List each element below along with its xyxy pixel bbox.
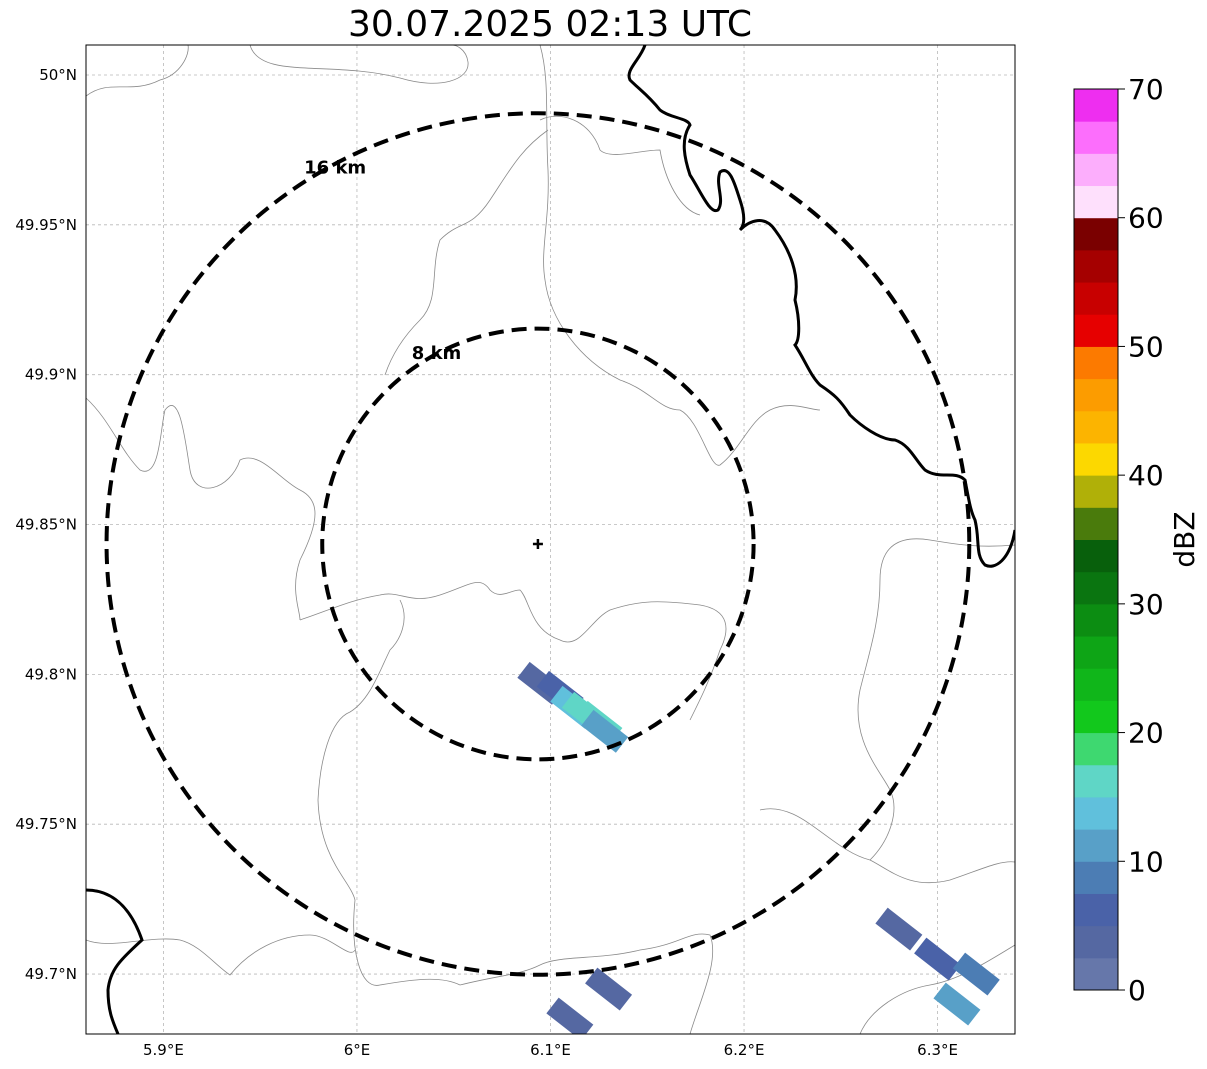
x-axis-labels: 5.9°E 6°E 6.1°E 6.2°E 6.3°E	[143, 1041, 958, 1059]
y-tick-label: 49.95°N	[15, 216, 77, 234]
colorbar-segment	[1074, 957, 1118, 991]
range-rings: 8 km 16 km	[104, 111, 972, 977]
colorbar-segment	[1074, 764, 1118, 798]
echo-cell	[952, 952, 1000, 996]
x-tick-label: 6.1°E	[530, 1041, 571, 1059]
gridlines	[86, 45, 1015, 1034]
colorbar-tick-label: 50	[1128, 330, 1164, 363]
echo-cell	[875, 907, 923, 951]
y-tick-label: 49.85°N	[15, 516, 77, 534]
range-ring-label: 16 km	[304, 158, 366, 179]
colorbar-segment	[1074, 603, 1118, 637]
map-frame	[85, 44, 1016, 1035]
colorbar-segment	[1074, 410, 1118, 444]
colorbar-segment	[1074, 185, 1118, 219]
colorbar-segment	[1074, 893, 1118, 927]
colorbar-tick-label: 60	[1128, 202, 1164, 235]
range-ring-label: 8 km	[412, 343, 462, 364]
colorbar-segment	[1074, 378, 1118, 412]
colorbar-segment	[1074, 571, 1118, 605]
y-tick-label: 50°N	[39, 66, 77, 84]
colorbar-segment	[1074, 346, 1118, 380]
colorbar-segment	[1074, 282, 1118, 315]
x-tick-label: 5.9°E	[143, 1041, 184, 1059]
base-map	[86, 45, 1015, 1034]
colorbar-segment	[1074, 121, 1118, 154]
x-tick-label: 6.3°E	[917, 1041, 958, 1059]
y-tick-label: 49.9°N	[25, 366, 77, 384]
echo-cell	[933, 982, 981, 1026]
colorbar-segment	[1074, 829, 1118, 862]
echo-cell	[546, 997, 594, 1034]
range-ring	[104, 111, 972, 977]
colorbar-segment	[1074, 89, 1118, 122]
colorbar-segment	[1074, 668, 1118, 701]
colorbar-segment	[1074, 861, 1118, 894]
y-tick-label: 49.75°N	[15, 815, 77, 833]
colorbar-segment	[1074, 314, 1118, 347]
colorbar-segment	[1074, 249, 1118, 283]
colorbar-label: dBZ	[1168, 511, 1201, 567]
echo-cell	[914, 937, 962, 981]
colorbar-segment	[1074, 732, 1118, 766]
colorbar-tick-label: 70	[1128, 73, 1164, 106]
precipitation-echoes	[517, 661, 1000, 1034]
colorbar-tick-label: 0	[1128, 974, 1146, 1007]
colorbar-segment	[1074, 475, 1118, 508]
colorbar-segment	[1074, 796, 1118, 830]
colorbar-tick-label: 40	[1128, 459, 1164, 492]
colorbar-frame	[1073, 88, 1119, 991]
country-borders	[86, 45, 1015, 1034]
echo-cell	[581, 709, 629, 753]
y-axis-labels: 50°N 49.95°N 49.9°N 49.85°N 49.8°N 49.75°N 49.…	[15, 66, 77, 983]
colorbar-tick-label: 30	[1128, 588, 1164, 621]
colorbar-segment	[1074, 925, 1118, 959]
x-tick-label: 6°E	[344, 1041, 371, 1059]
colorbar-segment	[1074, 539, 1118, 573]
radar-site-marker	[532, 538, 543, 549]
admin-boundaries	[86, 45, 1015, 1034]
x-tick-label: 6.2°E	[724, 1041, 765, 1059]
y-tick-label: 49.7°N	[25, 965, 77, 983]
colorbar-segment	[1074, 636, 1118, 669]
colorbar-segment	[1074, 153, 1118, 187]
colorbar-segment	[1074, 217, 1118, 251]
range-ring	[320, 326, 756, 762]
colorbar: 0 10 20 30 40 50 60 70 dBZ	[1073, 73, 1201, 1007]
colorbar-tick-label: 10	[1128, 845, 1164, 878]
map-title: 30.07.2025 02:13 UTC	[347, 4, 753, 45]
colorbar-segment	[1074, 442, 1118, 476]
colorbar-segment	[1074, 507, 1118, 540]
y-tick-label: 49.8°N	[25, 665, 77, 683]
echo-cell	[585, 967, 633, 1011]
colorbar-tick-label: 20	[1128, 717, 1164, 750]
colorbar-segment	[1074, 700, 1118, 734]
